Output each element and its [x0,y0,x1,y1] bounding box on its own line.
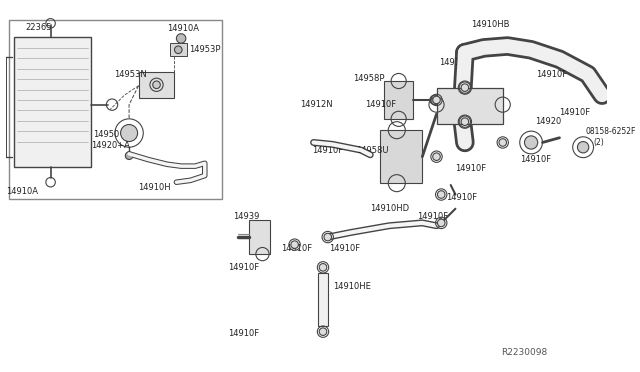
Bar [385,81,413,119]
Bar [170,43,187,57]
Circle shape [433,96,440,104]
Text: 14910A: 14910A [167,25,199,33]
Circle shape [461,84,468,92]
Text: 14950: 14950 [93,131,120,140]
Text: 14920: 14920 [535,117,561,126]
Text: 14910F: 14910F [456,164,486,173]
Text: 14910F: 14910F [559,108,591,117]
Circle shape [461,118,468,125]
Text: 14910F: 14910F [282,244,312,253]
Text: 14953N: 14953N [114,70,147,79]
Text: 14920+A: 14920+A [92,141,130,150]
Bar [380,130,422,183]
Circle shape [120,125,138,141]
Circle shape [177,34,186,43]
Text: 14910F: 14910F [446,193,477,202]
Circle shape [153,81,160,89]
Circle shape [125,152,133,160]
Text: 22365: 22365 [25,23,52,32]
Circle shape [577,141,589,153]
Circle shape [438,219,445,227]
Text: 14910H: 14910H [138,183,171,192]
Text: 14910A: 14910A [6,187,38,196]
Circle shape [291,241,298,248]
Circle shape [499,139,506,146]
Text: 14910HB: 14910HB [472,20,510,29]
Text: 14953P: 14953P [189,45,220,54]
Text: 14958P: 14958P [353,74,385,83]
Text: 14910F: 14910F [536,70,567,79]
Bar [9,19,222,199]
Circle shape [324,233,332,241]
Bar [138,71,175,98]
Text: 14939: 14939 [233,212,259,221]
Circle shape [438,191,445,198]
Text: (2): (2) [593,138,604,147]
Bar [436,88,503,124]
Circle shape [433,153,440,160]
Bar [249,220,270,254]
Text: 14910HE: 14910HE [333,282,371,291]
Text: 14910F: 14910F [520,155,551,164]
Text: 14910HD: 14910HD [371,204,410,213]
Text: 14910HC: 14910HC [462,93,500,102]
Text: 14910F: 14910F [439,58,470,67]
Circle shape [525,136,538,149]
Text: 14910F: 14910F [312,145,343,154]
Text: R2230098: R2230098 [501,348,547,357]
Circle shape [175,46,182,54]
Text: 14958U: 14958U [356,145,388,154]
Text: 08158-6252F: 08158-6252F [586,126,636,136]
Bar [318,273,328,326]
Text: 14910F: 14910F [329,244,360,253]
Text: 14910F: 14910F [228,329,260,338]
Text: 14910F: 14910F [228,263,260,272]
Circle shape [319,328,327,336]
Text: 14910F: 14910F [417,212,449,221]
Bar [13,36,92,167]
Circle shape [430,95,439,105]
Text: 14912N: 14912N [300,100,333,109]
Circle shape [319,264,327,271]
Text: 14910F: 14910F [365,100,397,109]
